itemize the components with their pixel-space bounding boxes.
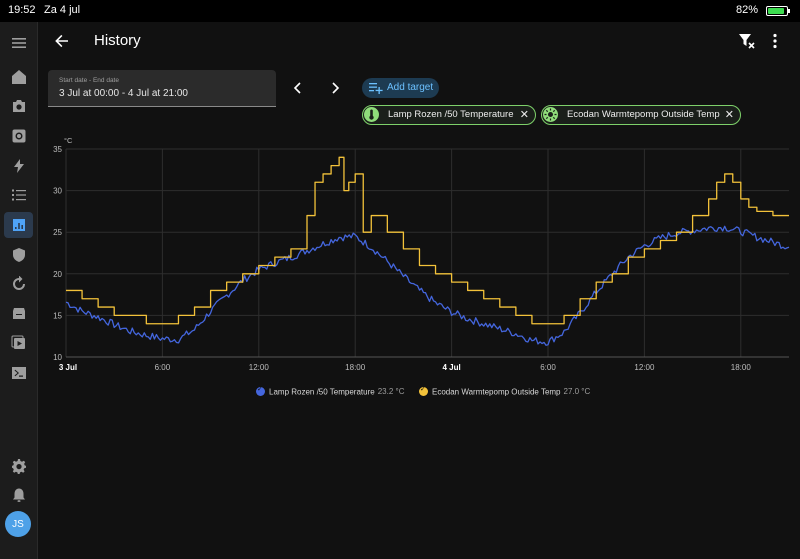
menu-icon[interactable] [4, 30, 33, 56]
energy-icon[interactable] [4, 153, 33, 179]
next-period-icon[interactable] [327, 80, 343, 96]
shield-icon[interactable] [4, 242, 33, 268]
remove-target-icon[interactable]: ✕ [519, 109, 529, 121]
battery-percentage: 82% [735, 4, 758, 16]
target-chip-lamp[interactable]: Lamp Rozen /50 Temperature ✕ [362, 105, 536, 125]
history-chart[interactable]: °C 10 15 20 25 30 35 3 Jul 6:00 12:00 18:00 4 Jul 6:… [44, 134, 800, 374]
y-tick-label: 35 [53, 145, 62, 154]
x-tick-label: 4 Jul [442, 363, 460, 372]
legend-series-value: 27.0 °C [563, 387, 591, 397]
legend-series-name: Ecodan Warmtepomp Outside Temp [432, 387, 561, 397]
back-arrow-icon[interactable] [52, 31, 72, 51]
x-tick-label: 6:00 [155, 363, 171, 372]
add-target-label: Add target [387, 82, 434, 93]
status-bar: 19:52 Za 4 jul 82% [0, 0, 800, 22]
series-line-0 [65, 225, 790, 346]
series-line-1 [66, 156, 789, 325]
y-tick-label: 30 [53, 187, 62, 196]
user-avatar[interactable]: JS [5, 511, 31, 537]
media-icon[interactable] [4, 330, 33, 356]
y-tick-label: 15 [53, 311, 62, 320]
date-range-label: Start date - End date [59, 77, 119, 84]
sidebar: JS [0, 22, 38, 559]
camera-icon[interactable] [4, 93, 33, 119]
map-icon[interactable] [4, 123, 33, 149]
add-target-button[interactable]: Add target [362, 78, 439, 98]
sun-icon [543, 107, 558, 122]
page-title: History [94, 32, 141, 49]
x-tick-label: 12:00 [634, 363, 655, 372]
status-time: 19:52 [8, 4, 36, 16]
legend-check-icon [419, 385, 428, 397]
legend-check-icon [256, 385, 265, 397]
y-axis-unit: °C [64, 136, 73, 145]
top-app-bar: History [38, 22, 800, 60]
remove-target-icon[interactable]: ✕ [724, 109, 734, 121]
more-options-icon[interactable] [766, 32, 784, 50]
hacs-icon[interactable] [4, 301, 33, 327]
playlist-add-icon [369, 83, 383, 94]
thermometer-icon [364, 107, 379, 122]
settings-icon[interactable] [4, 453, 33, 479]
overview-icon[interactable] [4, 64, 33, 90]
battery-icon [766, 6, 790, 16]
y-tick-label: 20 [53, 270, 62, 279]
y-tick-label: 10 [53, 353, 62, 362]
clear-filter-icon[interactable] [738, 32, 756, 50]
status-date: Za 4 jul [44, 4, 81, 16]
x-tick-label: 12:00 [249, 363, 270, 372]
x-tick-label: 18:00 [345, 363, 366, 372]
y-tick-label: 25 [53, 228, 62, 237]
date-range-field[interactable]: Start date - End date 3 Jul at 00:00 - 4… [48, 70, 276, 107]
date-range-value: 3 Jul at 00:00 - 4 Jul at 21:00 [59, 88, 188, 99]
terminal-icon[interactable] [4, 360, 33, 386]
x-tick-label: 6:00 [540, 363, 556, 372]
previous-period-icon[interactable] [290, 80, 306, 96]
history-chart-svg[interactable]: °C 10 15 20 25 30 35 3 Jul 6:00 12:00 18:00 4 Jul 6:… [44, 134, 800, 374]
history-icon[interactable] [4, 212, 33, 238]
x-tick-label: 3 Jul [59, 363, 77, 372]
legend-series-value: 23.2 °C [377, 387, 405, 397]
logbook-icon[interactable] [4, 182, 33, 208]
target-chip-ecodan[interactable]: Ecodan Warmtepomp Outside Temp ✕ [541, 105, 741, 125]
target-chip-label: Lamp Rozen /50 Temperature [388, 109, 514, 120]
target-chip-label: Ecodan Warmtepomp Outside Temp [567, 109, 720, 120]
x-tick-label: 18:00 [731, 363, 752, 372]
refresh-icon[interactable] [4, 271, 33, 297]
notifications-icon[interactable] [4, 482, 33, 508]
legend-series-name: Lamp Rozen /50 Temperature [269, 387, 375, 397]
